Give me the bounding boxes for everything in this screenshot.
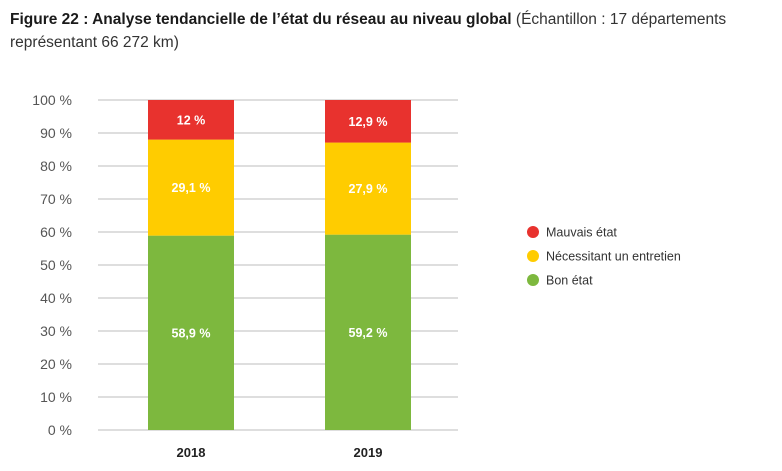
legend-label: Mauvais état — [546, 226, 617, 240]
x-axis: 2018 2019 — [177, 445, 383, 460]
legend-swatch — [527, 250, 539, 262]
data-label: 58,9 % — [172, 326, 211, 340]
y-axis: 0 % 10 % 20 % 30 % 40 % 50 % 60 % 70 % 80 % 90 % 1… — [32, 92, 72, 438]
chart-title-note: (Échantillon : 17 départements représent… — [10, 11, 727, 51]
y-tick-label: 20 % — [40, 356, 72, 372]
bar-segment — [148, 100, 234, 140]
bar-segment — [325, 234, 411, 430]
x-tick-label: 2019 — [354, 445, 383, 460]
bars: 58,9 % 29,1 % 12 % 59,2 % 27,9 % 12,9 % — [148, 100, 411, 430]
data-label: 27,9 % — [349, 182, 388, 196]
y-tick-label: 100 % — [32, 92, 72, 108]
y-tick-label: 30 % — [40, 323, 72, 339]
legend-label: Nécessitant un entretien — [546, 250, 681, 264]
legend: Mauvais état Nécessitant un entretien Bon … — [527, 226, 681, 288]
x-tick-label: 2018 — [177, 445, 206, 460]
y-tick-label: 60 % — [40, 224, 72, 240]
data-label: 12,9 % — [349, 115, 388, 129]
legend-label: Bon état — [546, 274, 593, 288]
data-label: 12 % — [177, 113, 206, 127]
bar-segment — [148, 139, 234, 236]
bar-segment — [325, 100, 411, 143]
y-tick-label: 0 % — [48, 422, 72, 438]
data-label: 59,2 % — [349, 326, 388, 340]
y-tick-label: 70 % — [40, 191, 72, 207]
y-tick-label: 10 % — [40, 389, 72, 405]
legend-swatch — [527, 226, 539, 238]
legend-swatch — [527, 274, 539, 286]
data-label: 29,1 % — [172, 181, 211, 195]
y-tick-label: 50 % — [40, 257, 72, 273]
y-tick-label: 40 % — [40, 290, 72, 306]
bar-segment — [148, 235, 234, 430]
chart-title-main: Figure 22 : Analyse tendancielle de l’ét… — [10, 11, 512, 28]
y-tick-label: 90 % — [40, 125, 72, 141]
y-tick-label: 80 % — [40, 158, 72, 174]
bar-segment — [325, 142, 411, 235]
chart-title: Figure 22 : Analyse tendancielle de l’ét… — [10, 8, 775, 54]
